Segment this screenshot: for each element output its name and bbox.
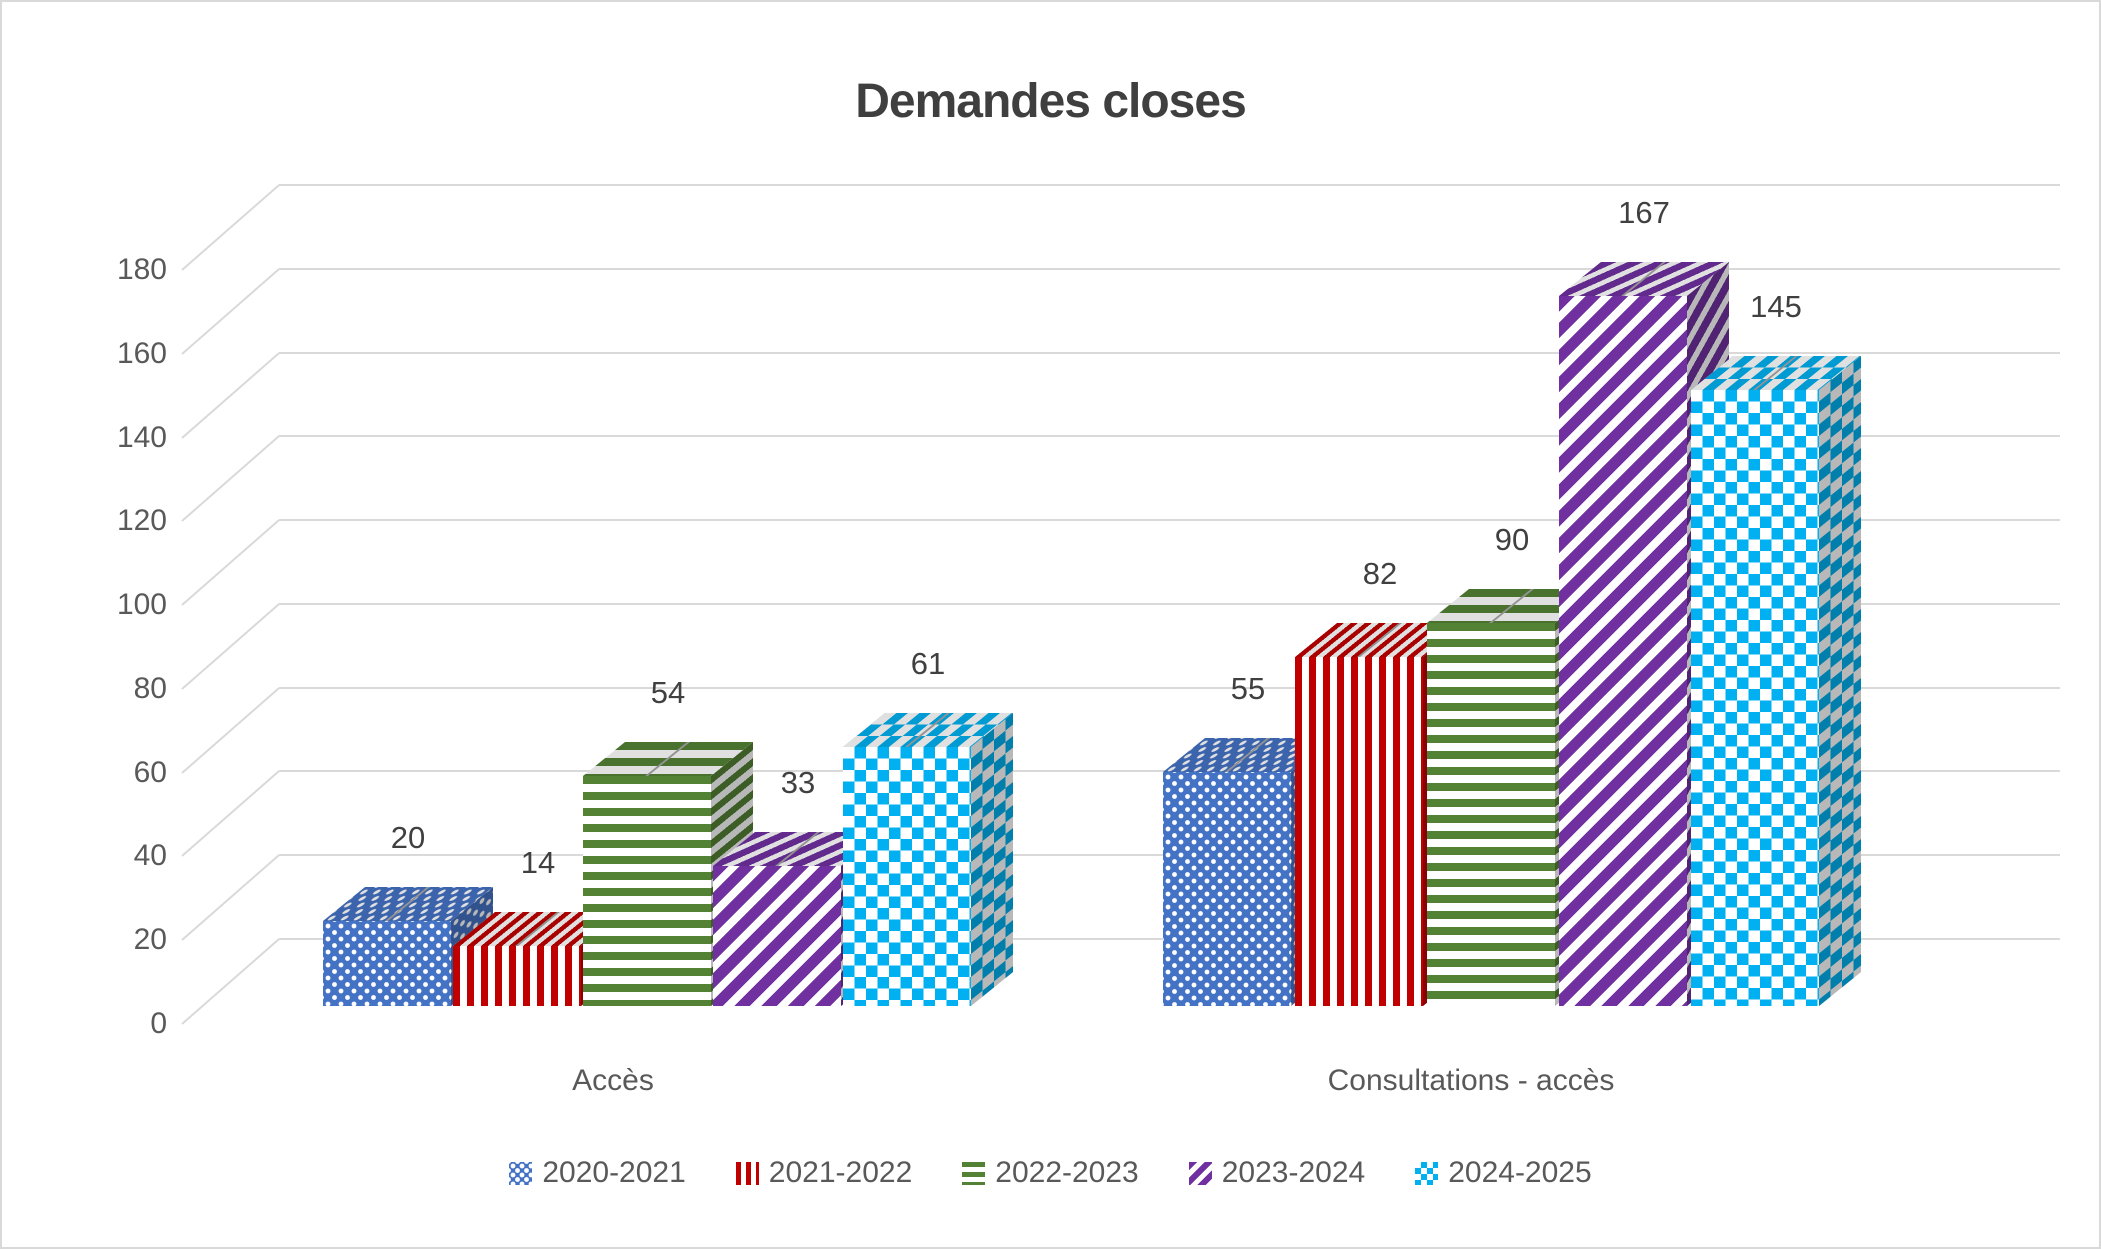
bar-2024-2025-Accès[interactable] — [843, 712, 1013, 1006]
legend-item-2020-2021[interactable]: 2020-2021 — [509, 1156, 686, 1190]
gridline-depth-segment — [181, 184, 280, 271]
gridline-depth-segment — [181, 268, 280, 355]
legend-swatch — [509, 1161, 533, 1185]
gridline-depth-segment — [181, 519, 280, 606]
bar-top-face-line — [515, 912, 560, 946]
bar-2024-2025-Consultations - accès[interactable] — [1691, 355, 1861, 1006]
bar-front-face — [453, 946, 581, 1006]
bar-front-face — [843, 747, 971, 1006]
bar-value-label: 82 — [1362, 556, 1398, 591]
gridline — [279, 267, 2060, 270]
y-axis-tick-label: 60 — [133, 755, 167, 789]
bar-2020-2021-Consultations - accès[interactable] — [1163, 737, 1333, 1006]
y-axis-tick-label: 80 — [133, 671, 167, 705]
bar-value-label: 20 — [390, 820, 426, 855]
bar-side-face — [1819, 355, 1861, 1006]
bar-value-label: 145 — [1750, 289, 1802, 324]
gridline — [279, 686, 2060, 689]
bar-top-face-line — [1753, 356, 1798, 390]
bar-value-label: 55 — [1230, 671, 1266, 706]
bar-front-face — [713, 866, 841, 1006]
bar-top-face-line — [905, 713, 950, 747]
bar-top-face-line — [1225, 738, 1270, 772]
legend-swatch — [1415, 1161, 1439, 1185]
y-axis-tick-label: 0 — [150, 1007, 167, 1040]
bar-top-face-line — [1621, 262, 1666, 296]
legend-item-label: 2020-2021 — [542, 1156, 686, 1189]
bar-front-face — [1163, 772, 1291, 1006]
legend-item-label: 2022-2023 — [995, 1156, 1139, 1189]
gridline-depth-segment — [181, 938, 280, 1025]
bar-front-face — [583, 776, 711, 1006]
bar-front-face — [1691, 390, 1819, 1006]
gridline-depth-segment — [181, 603, 280, 690]
legend-item-label: 2021-2022 — [768, 1156, 913, 1189]
legend-item-2023-2024[interactable]: 2023-2024 — [1188, 1156, 1366, 1190]
bar-front-face — [1427, 623, 1555, 1006]
bar-value-label: 14 — [520, 845, 556, 880]
bar-top-face-line — [1357, 623, 1402, 657]
bar-front-face — [323, 921, 451, 1006]
bar-2022-2023-Accès[interactable] — [583, 741, 753, 1006]
legend-swatch — [1188, 1161, 1212, 1185]
bar-front-face — [1295, 657, 1423, 1006]
bar-value-label: 61 — [910, 646, 946, 681]
gridline — [279, 519, 2060, 522]
category-label-0: Accès — [572, 1064, 654, 1097]
bar-2021-2022-Accès[interactable] — [453, 911, 623, 1006]
legend-item-2024-2025[interactable]: 2024-2025 — [1415, 1156, 1592, 1190]
bar-front-face — [1559, 296, 1687, 1006]
bar-value-label: 33 — [780, 765, 816, 800]
bar-2020-2021-Accès[interactable] — [323, 886, 493, 1006]
gridline-depth-segment — [181, 854, 280, 941]
y-axis-tick-label: 40 — [133, 839, 167, 873]
bar-top-face-line — [1489, 589, 1534, 623]
y-axis-tick-label: 120 — [116, 504, 167, 538]
bar-2023-2024-Accès[interactable] — [713, 831, 883, 1006]
legend: 2020-2021 2021-2022 2022-2023 2023-2024 2024… — [2, 1156, 2099, 1190]
gridline — [279, 184, 2060, 186]
bar-2022-2023-Consultations - accès[interactable] — [1427, 588, 1597, 1006]
bar-top-face-line — [385, 887, 430, 921]
gridline — [279, 351, 2060, 354]
bar-side-face — [971, 712, 1013, 1006]
legend-item-2021-2022[interactable]: 2021-2022 — [735, 1156, 913, 1190]
legend-swatch — [735, 1161, 759, 1185]
gridline — [279, 435, 2060, 438]
gridline — [279, 602, 2060, 605]
y-axis-tick-label: 180 — [116, 253, 167, 286]
y-axis-tick-label: 100 — [116, 588, 167, 622]
gridline-depth-segment — [181, 770, 280, 858]
category-label-1: Consultations - accès — [1327, 1064, 1615, 1097]
y-axis-tick-label: 160 — [116, 336, 167, 370]
bar-2021-2022-Consultations - accès[interactable] — [1295, 622, 1465, 1006]
legend-item-2022-2023[interactable]: 2022-2023 — [962, 1156, 1139, 1190]
y-axis-tick-label: 20 — [133, 923, 167, 957]
legend-item-label: 2024-2025 — [1448, 1156, 1592, 1189]
gridline-depth-segment — [181, 351, 280, 439]
legend-swatch — [962, 1161, 986, 1185]
chart-title[interactable]: Demandes closes — [855, 75, 1247, 128]
bar-top-face-line — [775, 832, 820, 866]
bar-top-face-line — [645, 742, 690, 776]
bar-value-label: 90 — [1494, 522, 1530, 557]
bar-value-label: 167 — [1618, 195, 1670, 230]
y-axis-tick-label: 140 — [116, 420, 167, 454]
legend-item-label: 2023-2024 — [1221, 1156, 1366, 1189]
gridline-depth-segment — [181, 435, 280, 523]
bar-2023-2024-Consultations - accès[interactable] — [1559, 261, 1729, 1006]
gridline-depth-segment — [181, 686, 280, 774]
bar-value-label: 54 — [650, 675, 686, 710]
